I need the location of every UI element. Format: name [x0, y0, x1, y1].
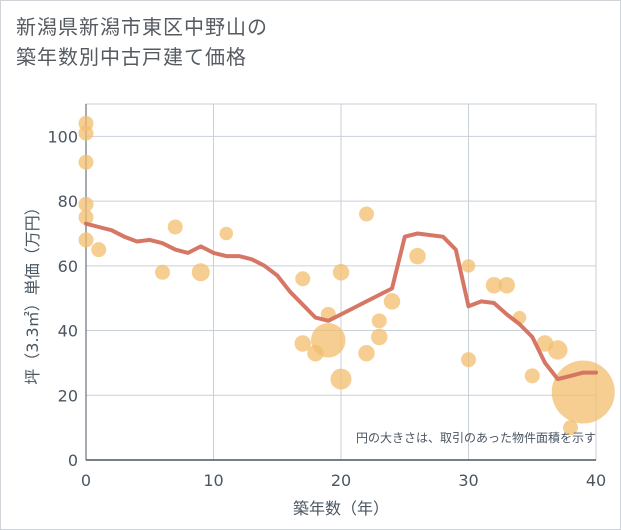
trend-line-layer	[84, 221, 598, 382]
scatter-point	[498, 276, 515, 294]
scatter-point	[371, 328, 388, 346]
x-tick-label: 30	[458, 471, 478, 490]
y-tick-label: 100	[47, 127, 78, 146]
scatter-point	[548, 340, 568, 360]
scatter-point	[409, 247, 426, 265]
x-tick-label: 10	[203, 471, 223, 490]
scatter-point	[91, 242, 107, 258]
scatter-point	[78, 196, 94, 212]
y-tick-label: 0	[68, 451, 78, 470]
x-tick-label: 40	[586, 471, 606, 490]
scatter-point	[358, 344, 375, 362]
average-price-line	[84, 221, 598, 382]
scatter-point	[155, 264, 170, 280]
scatter-point	[383, 293, 401, 310]
x-axis-title: 築年数（年）	[293, 499, 389, 518]
scatter-point	[78, 154, 94, 170]
scatter-point	[78, 125, 94, 141]
scatter-point	[551, 360, 615, 424]
scatter-point	[461, 259, 476, 273]
scatter-point	[295, 271, 311, 287]
scatter-point	[371, 313, 387, 329]
scatter-point	[461, 352, 476, 368]
scatter-point	[524, 368, 540, 384]
title-line-2: 築年数別中古戸建て価格	[16, 45, 247, 69]
bubble-size-note: 円の大きさは、取引のあった物件面積を示す	[356, 430, 596, 445]
x-tick-label: 0	[81, 471, 91, 490]
scatter-point	[330, 368, 352, 390]
scatter-point	[191, 263, 210, 282]
scatter-point	[78, 209, 94, 225]
scatter-point	[219, 226, 233, 241]
scatter-point	[485, 276, 503, 294]
y-tick-label: 20	[58, 386, 78, 405]
scatter-point	[563, 420, 578, 436]
chart-title: 新潟県新潟市東区中野山の 築年数別中古戸建て価格	[16, 12, 268, 72]
y-tick-label: 60	[58, 257, 78, 276]
tick-layer: 0 20 40 60 80 100 0 10 20 30 40	[47, 127, 606, 490]
scatter-layer	[78, 115, 615, 436]
grid-layer	[85, 103, 597, 461]
scatter-point	[167, 219, 183, 235]
y-tick-label: 80	[58, 192, 78, 211]
x-tick-label: 20	[331, 471, 351, 490]
scatter-point	[311, 323, 346, 358]
y-tick-label: 40	[58, 322, 78, 341]
y-axis-title: 坪（3.3㎡）単価（万円）	[23, 199, 42, 384]
scatter-point	[294, 335, 311, 352]
scatter-point	[359, 206, 374, 222]
title-line-1: 新潟県新潟市東区中野山の	[16, 15, 268, 39]
scatter-point	[332, 264, 350, 281]
scatter-point	[78, 232, 94, 248]
